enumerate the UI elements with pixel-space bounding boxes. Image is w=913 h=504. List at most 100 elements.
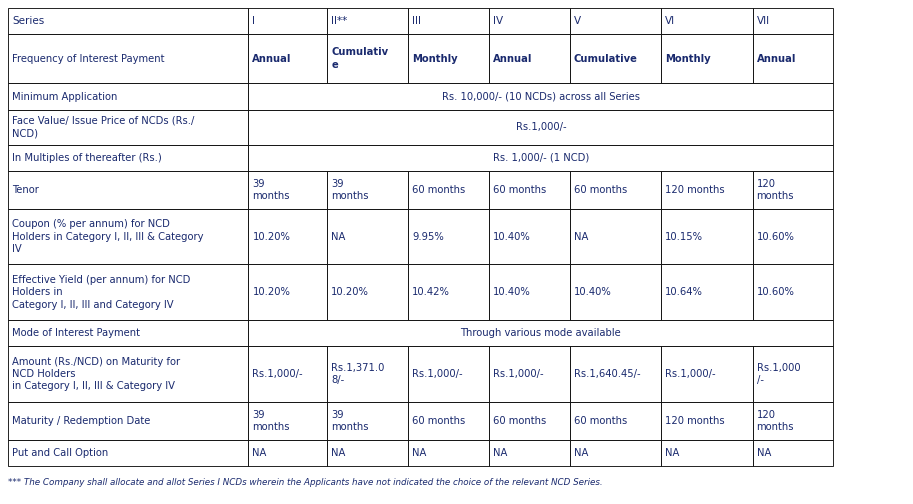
- Text: Monthly: Monthly: [412, 53, 457, 64]
- Text: Mode of Interest Payment: Mode of Interest Payment: [12, 328, 140, 338]
- Bar: [248, 34, 328, 83]
- Bar: [488, 265, 570, 320]
- Text: *** The Company shall allocate and allot Series I NCDs wherein the Applicants ha: *** The Company shall allocate and allot…: [8, 478, 603, 487]
- Text: I: I: [252, 16, 256, 26]
- Text: Monthly: Monthly: [665, 53, 710, 64]
- Bar: [248, 265, 328, 320]
- Text: Rs.1,000/-: Rs.1,000/-: [665, 369, 716, 379]
- Text: 120
months: 120 months: [757, 410, 794, 432]
- Text: III: III: [412, 16, 421, 26]
- Text: Rs. 10,000/- (10 NCDs) across all Series: Rs. 10,000/- (10 NCDs) across all Series: [442, 92, 640, 101]
- Bar: [328, 209, 408, 265]
- Bar: [8, 34, 248, 83]
- Text: NA: NA: [665, 448, 679, 458]
- Bar: [248, 171, 328, 209]
- Bar: [408, 402, 488, 439]
- Bar: [248, 209, 328, 265]
- Bar: [661, 171, 752, 209]
- Text: Rs.1,000/-: Rs.1,000/-: [252, 369, 303, 379]
- Text: 10.64%: 10.64%: [665, 287, 703, 297]
- Text: Tenor: Tenor: [12, 185, 39, 195]
- Bar: [8, 265, 248, 320]
- Text: NA: NA: [252, 448, 267, 458]
- Text: NA: NA: [331, 448, 346, 458]
- Bar: [661, 8, 752, 34]
- Text: VI: VI: [665, 16, 675, 26]
- Bar: [752, 346, 834, 402]
- Bar: [752, 34, 834, 83]
- Text: 60 months: 60 months: [493, 416, 546, 426]
- Bar: [570, 402, 661, 439]
- Text: 60 months: 60 months: [412, 185, 466, 195]
- Bar: [328, 439, 408, 466]
- Bar: [408, 171, 488, 209]
- Bar: [8, 439, 248, 466]
- Bar: [488, 171, 570, 209]
- Text: 60 months: 60 months: [573, 416, 626, 426]
- Text: 60 months: 60 months: [412, 416, 466, 426]
- Text: 10.20%: 10.20%: [331, 287, 369, 297]
- Bar: [8, 171, 248, 209]
- Bar: [661, 346, 752, 402]
- Bar: [8, 209, 248, 265]
- Text: 10.60%: 10.60%: [757, 287, 794, 297]
- Text: Rs.1,000/-: Rs.1,000/-: [412, 369, 463, 379]
- Text: 39
months: 39 months: [252, 179, 290, 201]
- Text: NA: NA: [757, 448, 771, 458]
- Bar: [248, 439, 328, 466]
- Text: 10.40%: 10.40%: [573, 287, 612, 297]
- Text: In Multiples of thereafter (Rs.): In Multiples of thereafter (Rs.): [12, 153, 162, 163]
- Bar: [408, 265, 488, 320]
- Text: Amount (Rs./NCD) on Maturity for
NCD Holders
in Category I, II, III & Category I: Amount (Rs./NCD) on Maturity for NCD Hol…: [12, 357, 180, 392]
- Bar: [488, 209, 570, 265]
- Bar: [328, 265, 408, 320]
- Bar: [328, 346, 408, 402]
- Text: Coupon (% per annum) for NCD
Holders in Category I, II, III & Category
IV: Coupon (% per annum) for NCD Holders in …: [12, 219, 204, 254]
- Bar: [328, 8, 408, 34]
- Bar: [752, 8, 834, 34]
- Bar: [488, 402, 570, 439]
- Text: NA: NA: [493, 448, 507, 458]
- Bar: [8, 83, 248, 110]
- Text: 60 months: 60 months: [573, 185, 626, 195]
- Bar: [661, 34, 752, 83]
- Bar: [248, 110, 834, 145]
- Text: Series: Series: [12, 16, 44, 26]
- Bar: [248, 83, 834, 110]
- Text: Cumulativ
e: Cumulativ e: [331, 47, 388, 70]
- Text: Cumulative: Cumulative: [573, 53, 637, 64]
- Bar: [488, 346, 570, 402]
- Bar: [328, 34, 408, 83]
- Bar: [570, 439, 661, 466]
- Text: Through various mode available: Through various mode available: [460, 328, 621, 338]
- Bar: [408, 346, 488, 402]
- Text: 10.40%: 10.40%: [493, 232, 530, 242]
- Text: Frequency of Interest Payment: Frequency of Interest Payment: [12, 53, 164, 64]
- Bar: [752, 439, 834, 466]
- Text: II**: II**: [331, 16, 348, 26]
- Bar: [8, 346, 248, 402]
- Text: NA: NA: [573, 232, 588, 242]
- Bar: [488, 439, 570, 466]
- Text: 10.20%: 10.20%: [252, 232, 290, 242]
- Bar: [248, 8, 328, 34]
- Text: Rs. 1,000/- (1 NCD): Rs. 1,000/- (1 NCD): [493, 153, 589, 163]
- Text: Rs.1,371.0
8/-: Rs.1,371.0 8/-: [331, 363, 384, 385]
- Text: Rs.1,640.45/-: Rs.1,640.45/-: [573, 369, 640, 379]
- Text: 10.40%: 10.40%: [493, 287, 530, 297]
- Text: V: V: [573, 16, 581, 26]
- Bar: [570, 265, 661, 320]
- Bar: [8, 110, 248, 145]
- Bar: [488, 34, 570, 83]
- Text: Annual: Annual: [493, 53, 532, 64]
- Bar: [570, 346, 661, 402]
- Text: IV: IV: [493, 16, 503, 26]
- Bar: [570, 171, 661, 209]
- Bar: [752, 209, 834, 265]
- Bar: [8, 145, 248, 171]
- Bar: [661, 209, 752, 265]
- Bar: [408, 34, 488, 83]
- Text: Rs.1,000/-: Rs.1,000/-: [516, 122, 566, 132]
- Bar: [328, 171, 408, 209]
- Bar: [488, 8, 570, 34]
